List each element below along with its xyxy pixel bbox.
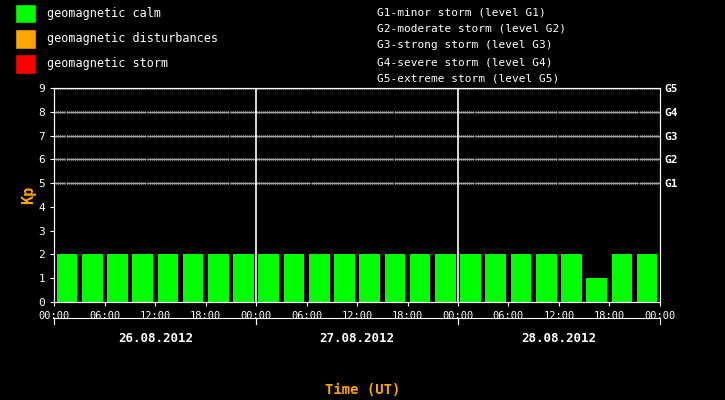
Bar	[283, 254, 304, 302]
Bar	[258, 254, 279, 302]
FancyBboxPatch shape	[14, 54, 36, 74]
Bar	[410, 254, 431, 302]
Text: Time (UT): Time (UT)	[325, 383, 400, 397]
Text: G1-minor storm (level G1): G1-minor storm (level G1)	[377, 7, 546, 17]
FancyBboxPatch shape	[14, 4, 36, 23]
Bar	[536, 254, 557, 302]
Bar	[460, 254, 481, 302]
Text: 27.08.2012: 27.08.2012	[320, 332, 394, 344]
Bar	[486, 254, 506, 302]
Bar	[183, 254, 204, 302]
Bar	[82, 254, 102, 302]
Bar	[57, 254, 78, 302]
Bar	[107, 254, 128, 302]
Text: geomagnetic calm: geomagnetic calm	[47, 7, 161, 20]
Bar	[561, 254, 581, 302]
Text: G2-moderate storm (level G2): G2-moderate storm (level G2)	[377, 24, 566, 34]
Text: geomagnetic storm: geomagnetic storm	[47, 57, 168, 70]
Text: 26.08.2012: 26.08.2012	[117, 332, 193, 344]
Text: G4-severe storm (level G4): G4-severe storm (level G4)	[377, 57, 552, 67]
Bar	[510, 254, 531, 302]
Bar	[637, 254, 658, 302]
Text: geomagnetic disturbances: geomagnetic disturbances	[47, 32, 218, 45]
Bar	[208, 254, 228, 302]
Bar	[435, 254, 456, 302]
Text: 28.08.2012: 28.08.2012	[521, 332, 597, 344]
Bar	[133, 254, 153, 302]
Text: G3-strong storm (level G3): G3-strong storm (level G3)	[377, 40, 552, 50]
Bar	[334, 254, 355, 302]
Text: G5-extreme storm (level G5): G5-extreme storm (level G5)	[377, 74, 559, 84]
Bar	[360, 254, 380, 302]
Bar	[233, 254, 254, 302]
Bar	[384, 254, 405, 302]
Bar	[587, 278, 607, 302]
FancyBboxPatch shape	[14, 29, 36, 49]
Bar	[612, 254, 632, 302]
Bar	[157, 254, 178, 302]
Bar	[309, 254, 330, 302]
Y-axis label: Kp: Kp	[21, 186, 36, 204]
